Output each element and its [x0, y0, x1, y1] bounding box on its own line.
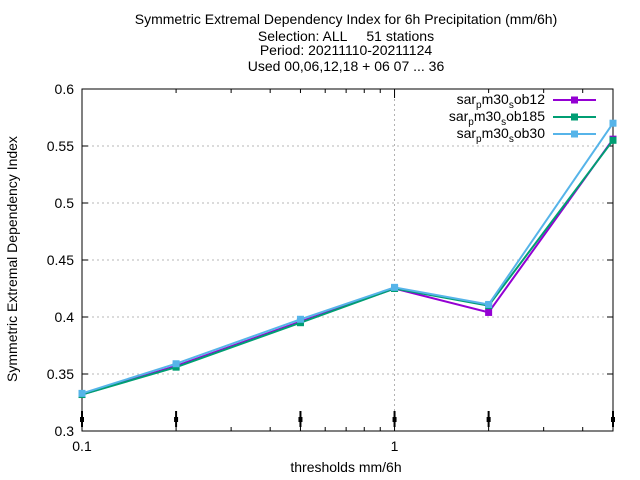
- y-tick-label: 0.35: [47, 366, 74, 382]
- series-line-3: [81, 122, 614, 395]
- axes: 0.3 0.35 0.4 0.45 0.5 0.55 0.6 0.1 1: [47, 81, 615, 454]
- y-tick-label: 0.5: [55, 195, 75, 211]
- x-tick-label: 1: [391, 438, 399, 454]
- legend-entry-marker: [571, 113, 578, 121]
- x-tick-label: 0.1: [72, 438, 92, 454]
- legend-entry-marker: [571, 130, 578, 138]
- title-line-4: Used 00,06,12,18 + 06 07 ... 36: [248, 58, 445, 74]
- threshold-marker-dot: [392, 417, 397, 422]
- y-tick-label: 0.6: [55, 81, 75, 97]
- data-point: [296, 315, 304, 323]
- series-line-1: [81, 138, 614, 396]
- title-line-2: Selection: ALL 51 stations: [258, 28, 434, 44]
- y-tick-label: 0.45: [47, 252, 74, 268]
- series-line-2: [81, 139, 614, 396]
- y-tick-label: 0.3: [55, 423, 75, 439]
- series-group: [78, 119, 617, 399]
- title-line-3: Period: 20211110-20211124: [260, 42, 433, 58]
- plot-frame: [81, 88, 614, 432]
- legend-entry-marker: [571, 96, 578, 104]
- legend-entry-label: sarpm30sob185: [449, 108, 545, 128]
- data-point: [391, 283, 399, 291]
- x-axis-label: thresholds mm/6h: [290, 459, 401, 475]
- legend-entry-label: sarpm30sob12: [457, 91, 546, 111]
- y-axis-label: Symmetric Extremal Dependency Index: [4, 136, 20, 382]
- title-line-1: Symmetric Extremal Dependency Index for …: [135, 11, 558, 27]
- data-point: [172, 360, 180, 368]
- threshold-marker-dot: [174, 417, 179, 422]
- threshold-marker-dot: [298, 417, 303, 422]
- y-tick-label: 0.4: [55, 309, 75, 325]
- threshold-marker-dot: [486, 417, 491, 422]
- chart-title: Symmetric Extremal Dependency Index for …: [135, 11, 558, 74]
- data-point: [609, 136, 617, 144]
- data-point: [78, 389, 86, 397]
- data-point: [485, 308, 493, 316]
- grid: [82, 89, 613, 431]
- y-tick-label: 0.55: [47, 138, 74, 154]
- legend-entry-label: sarpm30sob30: [457, 125, 546, 145]
- data-point: [485, 300, 493, 308]
- data-point: [609, 119, 617, 127]
